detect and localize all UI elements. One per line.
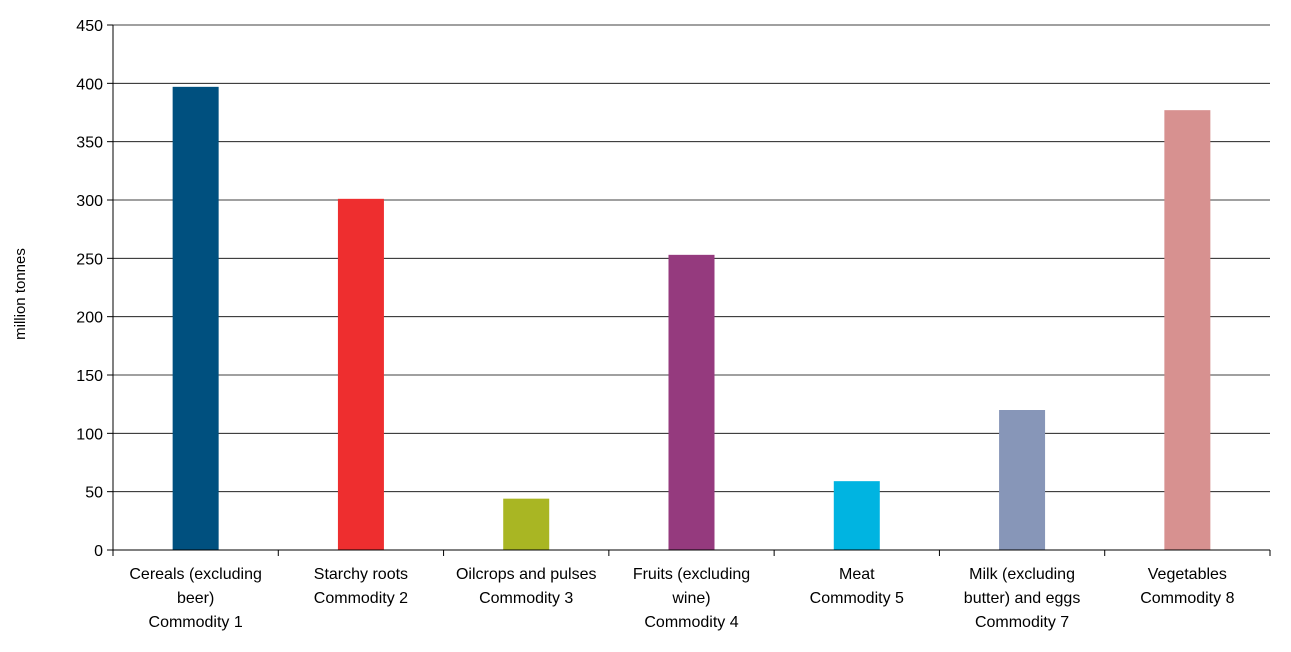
y-tick-label: 250 xyxy=(76,251,103,268)
y-axis-title: million tonnes xyxy=(12,248,29,340)
x-tick-label-line: Commodity 2 xyxy=(314,590,408,607)
bar xyxy=(833,481,880,550)
x-tick-label-line: Commodity 3 xyxy=(479,590,573,607)
x-tick-label: Meat Commodity 5 xyxy=(810,566,904,607)
y-tick-label: 350 xyxy=(76,135,103,152)
x-tick-label-line: Milk (excluding xyxy=(969,566,1075,583)
bar xyxy=(1164,110,1211,551)
bar xyxy=(668,254,715,551)
x-tick-label-line: Meat xyxy=(839,566,875,583)
x-tick-label-line: Vegetables xyxy=(1148,566,1227,583)
y-tick-label: 0 xyxy=(94,543,103,560)
x-tick-label-line: Commodity 5 xyxy=(810,590,904,607)
y-tick-label: 450 xyxy=(76,18,103,35)
x-tick-label: Fruits (excluding wine) Commodity 4 xyxy=(633,566,750,631)
x-tick-label-line: Starchy roots xyxy=(314,566,408,583)
y-tick-label: 300 xyxy=(76,193,103,210)
x-axis-labels: Cereals (excluding beer) Commodity 1 Starch… xyxy=(129,566,1234,631)
y-tick-label: 200 xyxy=(76,310,103,327)
x-tick-label-line: Commodity 4 xyxy=(644,614,738,631)
bar xyxy=(503,498,550,550)
y-tick-label: 400 xyxy=(76,76,103,93)
x-tick-label-line: Oilcrops and pulses xyxy=(456,566,597,583)
bar xyxy=(172,86,219,550)
y-tick-label: 50 xyxy=(85,485,103,502)
axes xyxy=(112,25,1271,556)
x-tick-label-line: Fruits (excluding xyxy=(633,566,750,583)
x-tick-label: Vegetables Commodity 8 xyxy=(1140,566,1234,607)
bar xyxy=(337,198,384,551)
y-tick-label: 100 xyxy=(76,426,103,443)
x-tick-label: Milk (excluding butter) and eggs Commodity… xyxy=(964,566,1081,631)
x-tick-label-line: butter) and eggs xyxy=(964,590,1081,607)
x-tick-label-line: Commodity 8 xyxy=(1140,590,1234,607)
bars xyxy=(172,86,1211,551)
x-tick-label-line: wine) xyxy=(671,590,710,607)
x-tick-label: Starchy roots Commodity 2 xyxy=(314,566,408,607)
x-tick-label: Oilcrops and pulses Commodity 3 xyxy=(456,566,597,607)
x-tick-label-line: Commodity 1 xyxy=(149,614,243,631)
x-tick-label-line: Commodity 7 xyxy=(975,614,1069,631)
x-tick-label: Cereals (excluding beer) Commodity 1 xyxy=(129,566,262,631)
x-tick-label-line: Cereals (excluding xyxy=(129,566,262,583)
y-tick-label: 150 xyxy=(76,368,103,385)
x-tick-label-line: beer) xyxy=(177,590,214,607)
y-axis-ticks: 0 50 100 150 200 250 300 350 400 450 xyxy=(76,18,113,560)
bar xyxy=(999,410,1046,550)
